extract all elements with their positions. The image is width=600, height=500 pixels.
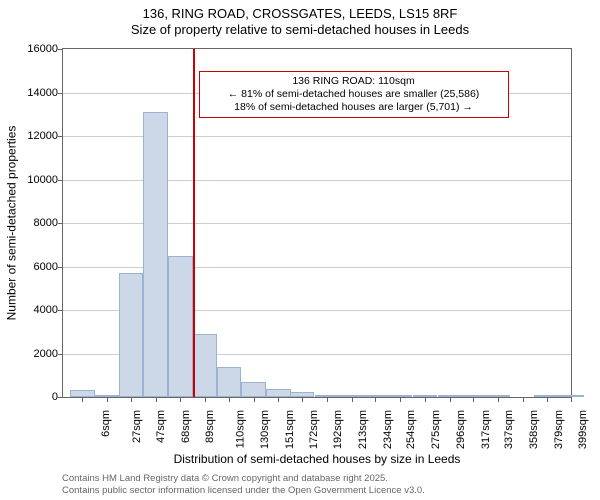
title-line-1: 136, RING ROAD, CROSSGATES, LEEDS, LS15 …	[0, 6, 600, 21]
x-tick	[400, 397, 401, 402]
x-tick	[375, 397, 376, 402]
x-tick-label: 234sqm	[382, 410, 394, 449]
y-tick-label: 16000	[8, 43, 58, 55]
y-tick	[58, 223, 63, 224]
gridline	[63, 223, 571, 224]
credits: Contains HM Land Registry data © Crown c…	[62, 473, 425, 496]
x-tick	[425, 397, 426, 402]
x-tick-label: 379sqm	[553, 410, 565, 449]
gridline	[63, 136, 571, 137]
x-tick	[229, 397, 230, 402]
x-tick	[547, 397, 548, 402]
x-tick-label: 47sqm	[155, 410, 167, 443]
y-tick	[58, 49, 63, 50]
x-tick-label: 151sqm	[284, 410, 296, 449]
histogram-chart: 136, RING ROAD, CROSSGATES, LEEDS, LS15 …	[0, 0, 600, 500]
x-tick-label: 68sqm	[180, 410, 192, 443]
title-line-2: Size of property relative to semi-detach…	[0, 22, 600, 37]
annotation-line: 136 RING ROAD: 110sqm	[206, 75, 502, 88]
y-tick-label: 14000	[8, 87, 58, 99]
histogram-bar	[119, 273, 143, 397]
y-tick	[58, 267, 63, 268]
y-tick-label: 0	[8, 391, 58, 403]
x-tick	[107, 397, 108, 402]
histogram-bar	[143, 112, 167, 397]
y-tick	[58, 354, 63, 355]
x-tick-label: 130sqm	[259, 410, 271, 449]
x-tick	[352, 397, 353, 402]
y-tick-label: 6000	[8, 261, 58, 273]
histogram-bar	[193, 334, 217, 397]
x-tick-label: 317sqm	[480, 410, 492, 449]
y-tick	[58, 180, 63, 181]
y-tick-label: 12000	[8, 130, 58, 142]
chart-titles: 136, RING ROAD, CROSSGATES, LEEDS, LS15 …	[0, 6, 600, 37]
x-tick	[571, 397, 572, 402]
y-tick-label: 4000	[8, 304, 58, 316]
x-tick-label: 213sqm	[357, 410, 369, 449]
y-tick-label: 10000	[8, 174, 58, 186]
histogram-bar	[168, 256, 192, 397]
x-tick-label: 337sqm	[503, 410, 515, 449]
x-tick	[82, 397, 83, 402]
x-tick	[156, 397, 157, 402]
x-tick	[523, 397, 524, 402]
x-tick	[278, 397, 279, 402]
plot-area: 136 RING ROAD: 110sqm← 81% of semi-detac…	[62, 48, 572, 398]
x-tick-label: 192sqm	[332, 410, 344, 449]
x-tick-label: 296sqm	[455, 410, 467, 449]
y-tick	[58, 136, 63, 137]
x-tick	[180, 397, 181, 402]
x-tick-label: 110sqm	[235, 410, 247, 448]
y-tick	[58, 310, 63, 311]
x-tick	[205, 397, 206, 402]
gridline	[63, 267, 571, 268]
x-axis-label: Distribution of semi-detached houses by …	[62, 452, 572, 466]
x-tick-label: 399sqm	[577, 410, 589, 449]
x-tick-label: 172sqm	[309, 410, 321, 449]
annotation-line: ← 81% of semi-detached houses are smalle…	[206, 88, 502, 101]
x-tick-label: 89sqm	[204, 410, 216, 443]
x-tick-label: 27sqm	[131, 410, 143, 443]
x-tick-label: 6sqm	[100, 410, 112, 437]
histogram-bar	[217, 367, 241, 397]
histogram-bar	[266, 389, 290, 397]
y-tick-label: 2000	[8, 348, 58, 360]
annotation-box: 136 RING ROAD: 110sqm← 81% of semi-detac…	[199, 71, 509, 118]
marker-line	[193, 49, 195, 397]
y-tick	[58, 397, 63, 398]
y-tick-label: 8000	[8, 217, 58, 229]
histogram-bar	[70, 390, 94, 397]
x-tick	[302, 397, 303, 402]
x-tick	[131, 397, 132, 402]
x-tick-label: 275sqm	[430, 410, 442, 449]
annotation-line: 18% of semi-detached houses are larger (…	[206, 101, 502, 114]
y-tick	[58, 93, 63, 94]
gridline	[63, 180, 571, 181]
x-tick	[450, 397, 451, 402]
histogram-bar	[241, 382, 265, 397]
x-tick	[473, 397, 474, 402]
x-tick-label: 358sqm	[528, 410, 540, 449]
x-tick	[498, 397, 499, 402]
x-tick	[254, 397, 255, 402]
credit-line-1: Contains HM Land Registry data © Crown c…	[62, 473, 425, 484]
x-tick-label: 254sqm	[405, 410, 417, 449]
x-tick	[327, 397, 328, 402]
credit-line-2: Contains public sector information licen…	[62, 485, 425, 496]
